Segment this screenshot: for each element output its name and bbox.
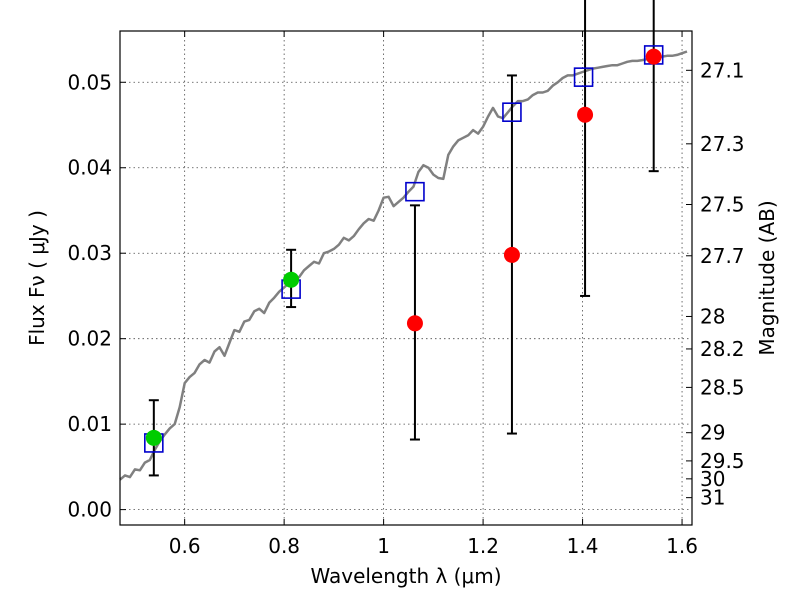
y2-tick-label: 28.2 [700,337,745,361]
model-photometry-square [573,67,594,87]
y2-tick-label: 28.5 [700,375,745,399]
x-tick-label: 0.6 [169,534,201,558]
y-tick-label: 0.00 [67,498,112,522]
upper-limit-point [645,48,662,65]
y2-tick-label: 27.7 [700,244,745,268]
y2-tick-label: 27.1 [700,58,745,82]
x-axis-label: Wavelength λ (μm) [310,564,501,588]
upper-limit-point [503,246,520,263]
model-spectrum-series [119,50,688,481]
y2-tick-label: 31 [700,486,725,510]
grid [120,31,692,525]
y2-tick-label: 27.5 [700,192,745,216]
y-tick-label: 0.04 [67,156,112,180]
x-axis: 0.6 0.8 1 1.2 1.4 1.6 [169,31,698,558]
x-tick-label: 1.2 [467,534,499,558]
y-axis-left: 0.00 0.01 0.02 0.03 0.04 0.05 [67,70,126,522]
y2-tick-label: 29.5 [700,449,745,473]
y2-tick-label: 30 [700,467,725,491]
x-tick-label: 1.4 [567,534,599,558]
y2-axis-label: Magnitude (AB) [755,200,779,355]
x-tick-label: 1 [377,534,390,558]
y2-tick-label: 29 [700,421,725,445]
y2-tick-label: 28 [700,304,725,328]
detection-point [145,429,162,446]
model-spectrum-line [119,50,688,481]
y-tick-label: 0.05 [67,70,112,94]
y-tick-label: 0.03 [67,241,112,265]
y-tick-label: 0.01 [67,412,112,436]
model-photometry-square [405,181,425,202]
upper-limit-point [577,106,594,123]
measured-points-series [145,48,662,446]
detection-point [283,271,300,288]
model-photometry-square [502,102,522,122]
upper-limit-point [406,315,423,332]
y2-tick-label: 27.3 [700,132,745,156]
y-tick-label: 0.02 [67,327,112,351]
x-tick-label: 0.8 [268,534,300,558]
x-tick-label: 1.6 [666,534,698,558]
y-axis-label: Flux Fν ( μJy ) [25,210,49,346]
plot-frame [119,30,693,526]
